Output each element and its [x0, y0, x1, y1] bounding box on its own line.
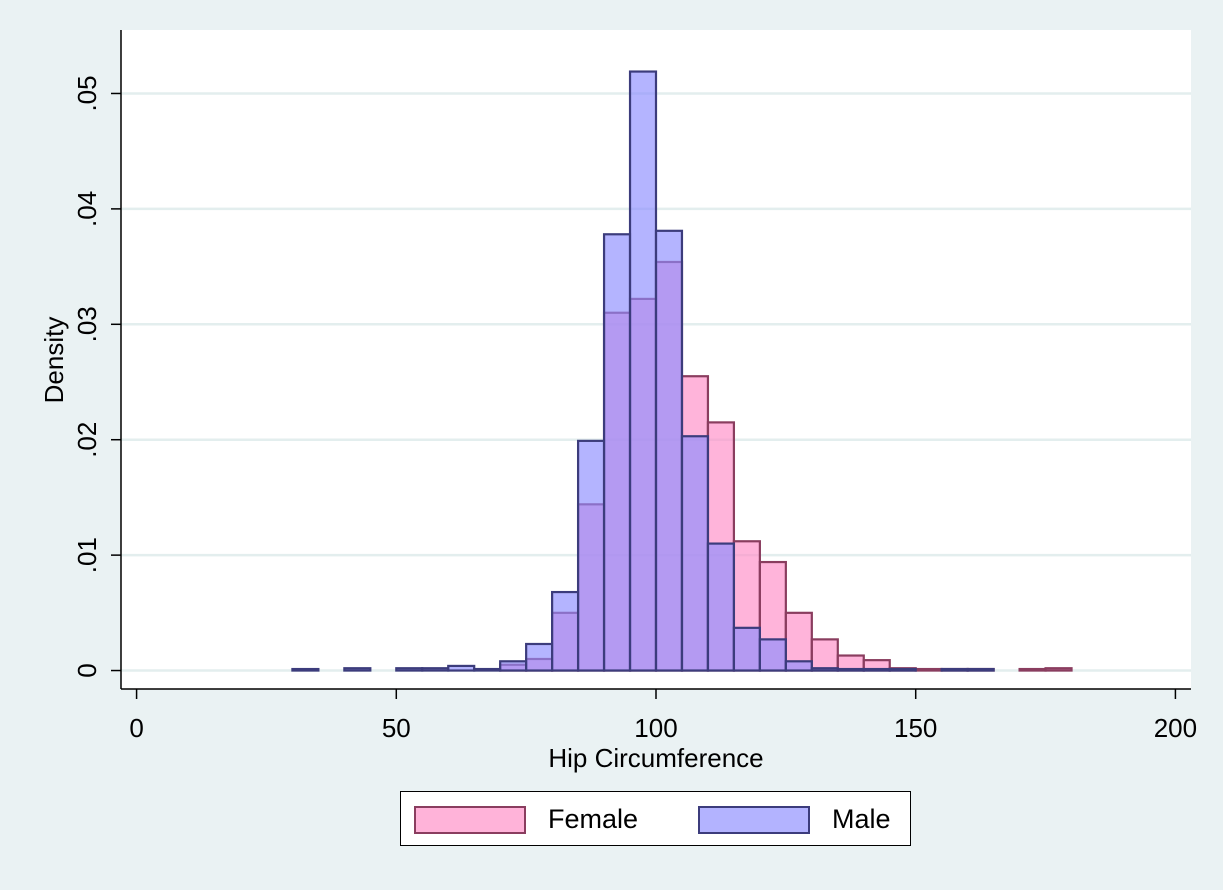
bar-male-17 — [784, 660, 813, 672]
bar-male-18 — [810, 667, 839, 672]
bar-male-23 — [966, 667, 995, 672]
bar-male-12 — [654, 229, 684, 672]
legend-swatch-male — [698, 805, 810, 834]
bar-male-5 — [473, 667, 502, 672]
bar-male-3 — [421, 667, 450, 672]
axes: 0 .01 .02 .03 .04 .05 0 50 100 150 200 — [72, 30, 1197, 743]
x-tick-label-3: 150 — [894, 713, 937, 743]
bar-male-9 — [576, 439, 606, 672]
bar-male-21 — [888, 667, 917, 672]
legend-swatch-female — [414, 805, 526, 834]
bar-male-1 — [343, 667, 372, 672]
y-tick-label-5: .05 — [72, 75, 102, 111]
bar-female-12 — [810, 638, 839, 672]
y-tick-label-0: 0 — [72, 663, 102, 677]
legend: Female Male — [400, 791, 911, 846]
legend-item-female: Female — [414, 792, 638, 847]
bar-male-20 — [862, 667, 891, 672]
bar-male-11 — [628, 70, 658, 672]
y-tick-label-3: .03 — [72, 306, 102, 342]
bar-male-22 — [940, 667, 969, 672]
x-tick-label-1: 50 — [382, 713, 411, 743]
bar-male-19 — [836, 667, 865, 672]
y-tick-label-2: .02 — [72, 422, 102, 458]
x-axis-title: Hip Circumference — [548, 743, 763, 773]
y-tick-label-1: .01 — [72, 537, 102, 573]
y-tick-label-4: .04 — [72, 191, 102, 227]
y-axis-title: Density — [39, 317, 69, 404]
bar-male-10 — [602, 233, 632, 672]
legend-label-male: Male — [832, 804, 891, 834]
bar-male-0 — [291, 667, 320, 672]
x-tick-label-0: 0 — [129, 713, 143, 743]
bar-female-20 — [1044, 667, 1073, 672]
bar-male-16 — [758, 638, 787, 672]
bar-female-19 — [1018, 667, 1047, 672]
bar-male-8 — [551, 590, 580, 672]
x-tick-label-2: 100 — [634, 713, 677, 743]
bar-female-16 — [914, 667, 943, 672]
bar-male-7 — [525, 642, 554, 672]
bar-male-15 — [732, 626, 761, 672]
legend-item-male: Male — [698, 792, 891, 847]
bar-male-14 — [706, 542, 736, 672]
legend-label-female: Female — [548, 804, 639, 834]
bar-male-2 — [395, 667, 424, 672]
bar-male-6 — [499, 660, 528, 672]
x-tick-label-4: 200 — [1154, 713, 1197, 743]
bar-male-4 — [447, 664, 476, 672]
histogram-bars — [291, 70, 1073, 672]
bar-male-13 — [680, 435, 710, 672]
